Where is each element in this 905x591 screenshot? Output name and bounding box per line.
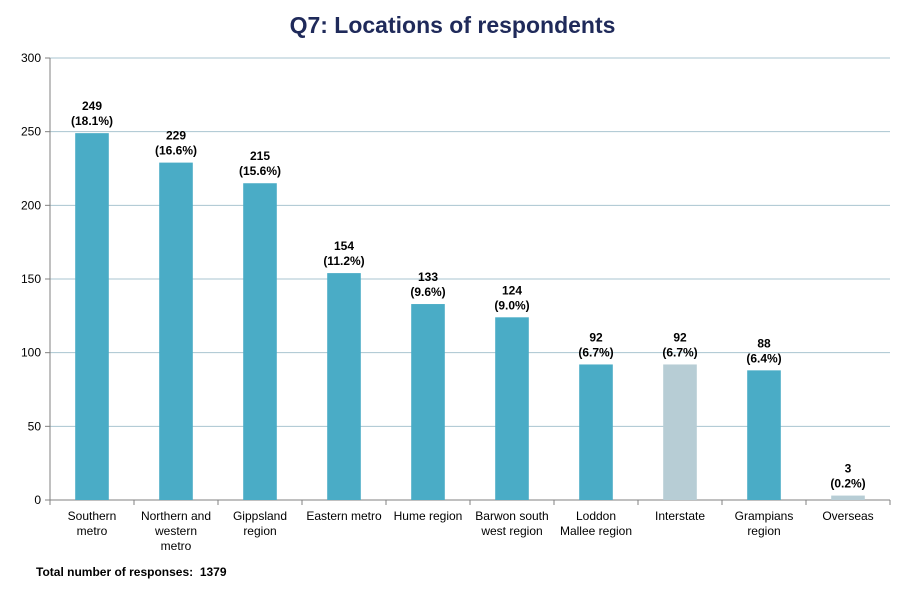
data-label-value: 154 bbox=[334, 239, 354, 253]
data-label-percent: (16.6%) bbox=[155, 144, 197, 158]
data-label-percent: (15.6%) bbox=[239, 164, 281, 178]
data-label-value: 133 bbox=[418, 270, 438, 284]
category-label: Grampians region bbox=[735, 509, 794, 538]
data-label-value: 229 bbox=[166, 129, 186, 143]
total-responses-label: Total number of responses: bbox=[36, 565, 194, 579]
data-label-value: 88 bbox=[757, 336, 771, 350]
data-label-value: 92 bbox=[673, 330, 687, 344]
data-label-percent: (11.2%) bbox=[323, 254, 364, 268]
total-responses-value: 1379 bbox=[199, 565, 227, 579]
bar bbox=[663, 364, 697, 500]
y-tick-label: 0 bbox=[34, 493, 41, 507]
data-label-value: 249 bbox=[82, 99, 102, 113]
data-label-percent: (6.7%) bbox=[578, 345, 613, 359]
data-label-percent: (0.2%) bbox=[830, 477, 865, 491]
bar bbox=[747, 370, 781, 500]
data-label-percent: (9.0%) bbox=[494, 298, 529, 312]
bar bbox=[159, 162, 193, 500]
data-label-percent: (18.1%) bbox=[71, 114, 113, 128]
bar bbox=[495, 317, 529, 500]
chart-title: Q7: Locations of respondents bbox=[289, 12, 616, 38]
category-label: Southern metro bbox=[68, 509, 117, 538]
y-tick-label: 100 bbox=[21, 346, 41, 360]
data-label-value: 3 bbox=[845, 462, 852, 476]
data-label-percent: (6.4%) bbox=[746, 351, 781, 365]
category-label: Eastern metro bbox=[306, 509, 382, 523]
y-tick-label: 300 bbox=[21, 51, 41, 65]
y-tick-label: 200 bbox=[21, 198, 41, 212]
category-label: Northern and western metro bbox=[141, 509, 211, 553]
bar bbox=[75, 133, 109, 500]
bar bbox=[579, 364, 613, 500]
y-tick-label: 250 bbox=[21, 125, 41, 139]
y-tick-label: 50 bbox=[28, 419, 42, 433]
data-label-value: 124 bbox=[502, 283, 522, 297]
category-label: Barwon south west region bbox=[475, 509, 548, 538]
data-label-percent: (6.7%) bbox=[662, 345, 697, 359]
data-label-percent: (9.6%) bbox=[410, 285, 445, 299]
labels: 0 50 100 150 200 250 300 249(18.1%) Southern metr… bbox=[21, 51, 874, 553]
bar bbox=[327, 273, 361, 500]
category-label: Gippsland region bbox=[233, 509, 287, 538]
bar bbox=[411, 304, 445, 500]
data-label-value: 215 bbox=[250, 149, 270, 163]
bars bbox=[75, 133, 865, 500]
bar bbox=[831, 495, 865, 500]
total-responses-note: Total number of responses: 1379 bbox=[36, 565, 227, 579]
category-label: Loddon Mallee region bbox=[560, 509, 632, 538]
data-label-value: 92 bbox=[589, 330, 603, 344]
bar bbox=[243, 183, 277, 500]
y-tick-label: 150 bbox=[21, 272, 41, 286]
category-label: Hume region bbox=[394, 509, 463, 523]
category-label: Overseas bbox=[822, 509, 873, 523]
category-label: Interstate bbox=[655, 509, 705, 523]
